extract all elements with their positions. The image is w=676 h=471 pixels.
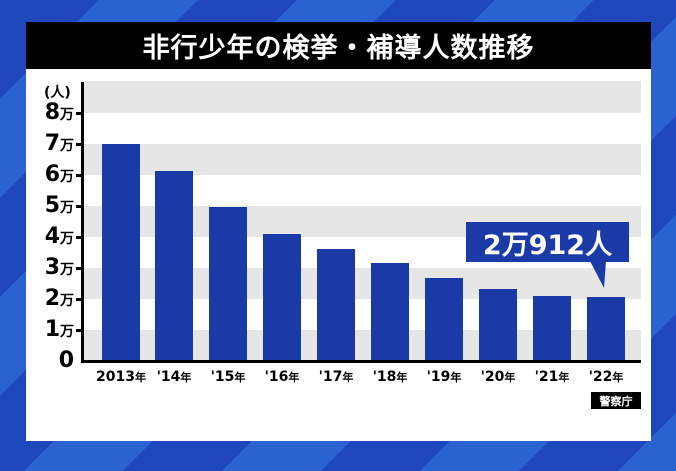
x-tick-label: 2013年 xyxy=(96,369,146,385)
x-tick-label: '21年 xyxy=(534,369,570,385)
bar-2020 xyxy=(479,289,517,361)
y-tick-label: 0 xyxy=(58,348,74,373)
plot-area: (人) 8万 7万 6万 5万 4万 3万 2万 1万 0 2013年 xyxy=(26,22,651,441)
grid-band xyxy=(83,144,641,175)
x-tick-label: '17年 xyxy=(318,369,354,385)
chart-title: 非行少年の検挙・補導人数推移 xyxy=(26,22,651,69)
bar-2022 xyxy=(587,297,625,361)
x-tick-label: '15年 xyxy=(210,369,246,385)
bar-2019 xyxy=(425,278,463,361)
y-tick-label: 6万 xyxy=(44,162,74,187)
bar-2014 xyxy=(155,171,193,361)
y-axis-line xyxy=(81,82,84,363)
bar-2013 xyxy=(102,144,140,361)
y-tick xyxy=(76,329,83,332)
x-tick-label: '19年 xyxy=(426,369,462,385)
value-callout: 2万912人 xyxy=(466,222,629,262)
y-tick xyxy=(76,143,83,146)
y-tick xyxy=(76,174,83,177)
y-tick-label: 2万 xyxy=(44,286,74,311)
x-tick-label: '14年 xyxy=(156,369,192,385)
y-tick-label: 1万 xyxy=(44,317,74,342)
y-tick xyxy=(76,205,83,208)
source-badge: 警察庁 xyxy=(591,392,641,409)
y-tick xyxy=(76,267,83,270)
y-axis-unit: (人) xyxy=(44,85,71,101)
bar-2018 xyxy=(371,263,409,361)
y-tick-label: 5万 xyxy=(44,193,74,218)
callout-pointer xyxy=(590,261,606,288)
x-axis-line xyxy=(81,360,641,363)
bar-2016 xyxy=(263,234,301,361)
y-tick-label: 3万 xyxy=(44,255,74,280)
bar-2021 xyxy=(533,296,571,361)
y-tick xyxy=(76,112,83,115)
y-tick xyxy=(76,236,83,239)
chart-panel: 非行少年の検挙・補導人数推移 (人) 8万 7万 6万 5万 4万 3万 2万 … xyxy=(26,22,651,441)
y-tick-label: 8万 xyxy=(44,100,74,125)
x-tick-label: '16年 xyxy=(264,369,300,385)
x-tick-label: '18年 xyxy=(372,369,408,385)
bar-2015 xyxy=(209,207,247,361)
x-tick-label: '20年 xyxy=(480,369,516,385)
grid-band xyxy=(83,81,641,113)
y-tick xyxy=(76,298,83,301)
y-tick-label: 7万 xyxy=(44,131,74,156)
y-tick-label: 4万 xyxy=(44,224,74,249)
x-tick-label: '22年 xyxy=(588,369,624,385)
bar-2017 xyxy=(317,249,355,361)
